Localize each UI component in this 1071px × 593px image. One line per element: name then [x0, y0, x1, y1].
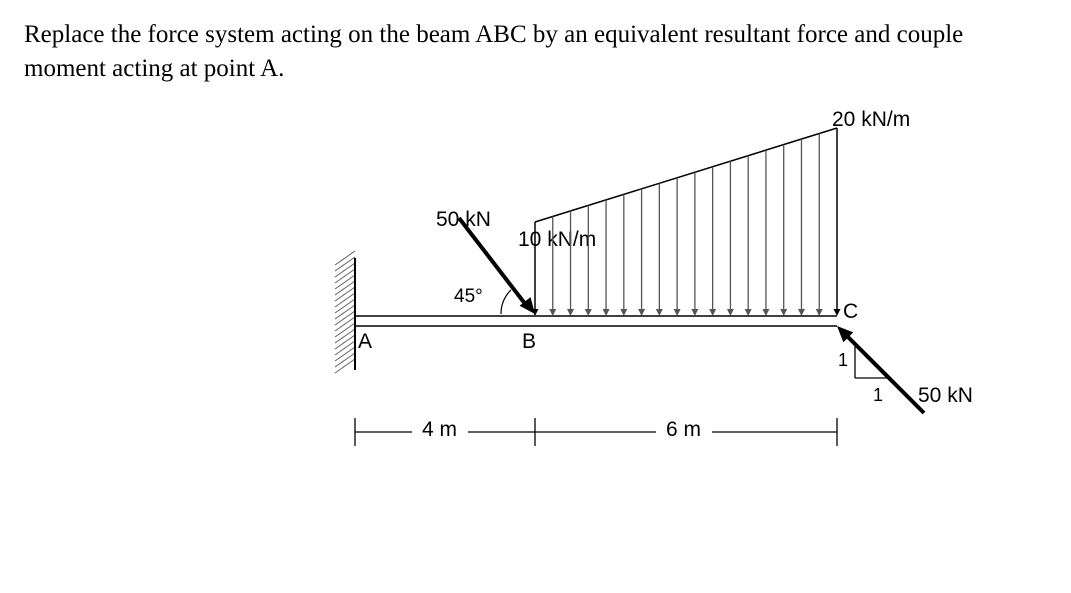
- beam-diagram: [0, 0, 1071, 593]
